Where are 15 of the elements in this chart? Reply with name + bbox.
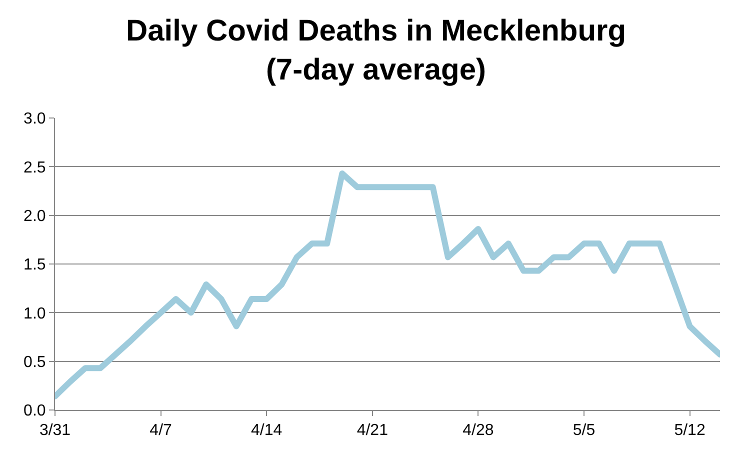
x-tick-label: 4/7 [150, 422, 172, 440]
y-tick-label: 0.0 [24, 402, 46, 420]
x-tick-label: 5/5 [572, 422, 596, 440]
y-tick-label: 2.0 [24, 208, 46, 225]
y-tick-label: 1.0 [24, 305, 46, 322]
x-tick-label: 4/21 [356, 422, 388, 440]
x-tick-label: 3/31 [39, 422, 71, 440]
x-tick-label: 4/28 [462, 422, 494, 440]
x-tick-label: 5/12 [674, 422, 706, 440]
y-tick-label: 1.5 [24, 256, 46, 274]
y-tick-label: 0.5 [24, 354, 46, 371]
y-tick-label: 2.5 [24, 159, 46, 176]
y-tick-label: 3.0 [24, 110, 46, 128]
x-tick-label: 4/14 [251, 422, 282, 440]
chart-title: Daily Covid Deaths in Mecklenburg (7-day average) [126, 14, 626, 87]
